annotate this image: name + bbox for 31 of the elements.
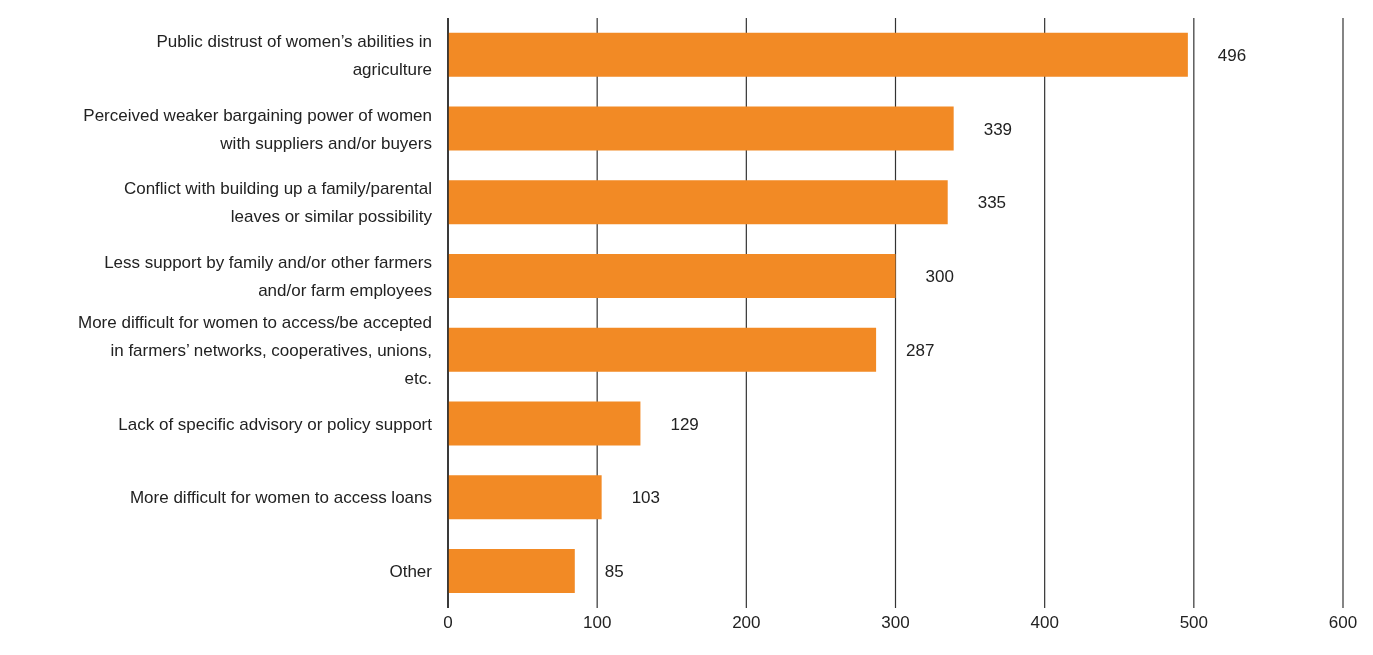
data-label: 300 [925,267,954,287]
data-label: 85 [604,562,624,582]
x-tick-label: 100 [582,613,612,633]
data-label: 287 [906,340,935,360]
y-tick-label: Public distrust of women’s abilities in agriculture [156,31,432,79]
x-tick-label: 200 [732,613,761,633]
x-tick-label: 600 [1328,613,1358,633]
y-tick-label: More difficult for women to access/be accepted in farmers’ networks, cooperatives, unions, etc. [77,312,432,388]
x-tick-label: 300 [881,613,910,633]
y-tick-label: Lack of specific advisory or policy support [118,414,433,434]
y-tick-label: Other [389,562,433,582]
y-tick-label: Conflict with building up a family/parental leaves or similar possibility [123,179,433,227]
bar [448,106,954,151]
data-label: 335 [977,193,1007,213]
x-tick-label: 0 [443,613,453,633]
bar [448,401,641,446]
bar [448,32,1188,77]
x-tick-label: 400 [1030,613,1059,633]
bar [448,327,877,372]
bar [448,254,896,298]
y-tick-label: More difficult for women to access loans [129,488,432,508]
y-tick-label: Perceived weaker bargaining power of women with suppliers and/or buyers [83,105,432,153]
y-tick-label: Less support by family and/or other farmers and/or farm employees [104,253,432,301]
bar [448,180,948,225]
bar [448,475,602,520]
data-label: 496 [1217,45,1247,65]
bar [448,549,575,593]
x-tick-label: 500 [1179,613,1209,633]
data-label: 103 [631,488,661,508]
data-label: 129 [670,414,699,434]
data-label: 339 [983,119,1013,139]
